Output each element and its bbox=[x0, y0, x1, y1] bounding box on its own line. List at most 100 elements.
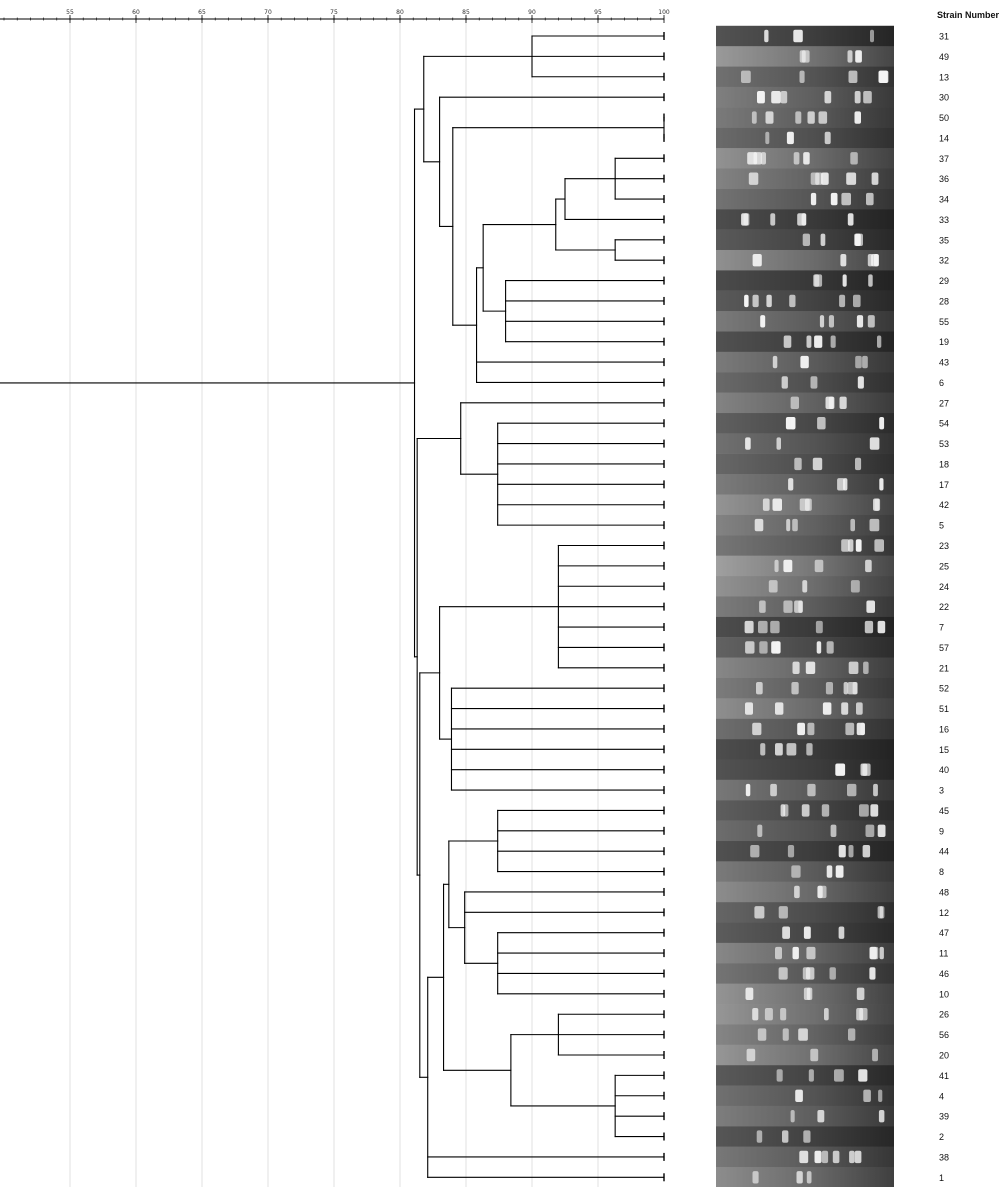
gel-band bbox=[870, 804, 879, 817]
gel-band bbox=[792, 518, 798, 532]
gel-band bbox=[752, 722, 762, 736]
gridlines bbox=[69, 23, 599, 1187]
strain-label: 37 bbox=[939, 154, 949, 164]
gel-band bbox=[772, 498, 782, 511]
gel-lane bbox=[716, 331, 894, 353]
gel-band bbox=[842, 274, 847, 287]
gel-band bbox=[778, 967, 788, 980]
gel-band bbox=[770, 620, 780, 634]
gel-band bbox=[748, 172, 759, 185]
gel-lane bbox=[716, 86, 894, 108]
gel-band bbox=[874, 498, 881, 511]
axis-tick-label: 75 bbox=[330, 9, 338, 16]
gel-band bbox=[741, 70, 751, 83]
gel-band bbox=[795, 111, 802, 124]
gel-band bbox=[869, 437, 880, 450]
strain-label: 48 bbox=[939, 887, 949, 897]
gel-band bbox=[821, 804, 830, 817]
gel-band bbox=[840, 253, 847, 267]
strain-label: 28 bbox=[939, 296, 949, 306]
gel-band bbox=[819, 315, 825, 328]
gel-lane bbox=[716, 942, 894, 964]
gel-band bbox=[864, 620, 874, 634]
gel-lane bbox=[716, 861, 894, 883]
gel-band bbox=[796, 1171, 803, 1184]
strain-label: 22 bbox=[939, 602, 949, 612]
gel-band bbox=[824, 90, 832, 104]
gel-band bbox=[780, 804, 786, 817]
gel-lane bbox=[716, 1146, 894, 1168]
gel-band bbox=[878, 1089, 883, 1102]
strain-label: 19 bbox=[939, 337, 949, 347]
gel-band bbox=[879, 906, 885, 919]
gel-band bbox=[879, 478, 884, 491]
strain-label: 46 bbox=[939, 969, 949, 979]
gel-lane bbox=[716, 107, 894, 129]
gel-band bbox=[870, 29, 874, 43]
gel-band bbox=[801, 804, 810, 817]
gel-band bbox=[753, 152, 762, 165]
gel-lane bbox=[716, 881, 894, 903]
gel-band bbox=[835, 763, 846, 776]
gel-band bbox=[871, 172, 879, 185]
gel-band bbox=[802, 580, 808, 593]
gel-band bbox=[803, 987, 811, 1001]
strain-number-header: Strain Number bbox=[937, 10, 1000, 20]
gel-band bbox=[806, 967, 815, 980]
gel-band bbox=[820, 233, 826, 246]
strain-label: 32 bbox=[939, 256, 949, 266]
gel-band bbox=[850, 580, 860, 593]
gel-band bbox=[789, 294, 796, 308]
strain-label: 38 bbox=[939, 1152, 949, 1162]
axis-tick-label: 60 bbox=[132, 9, 140, 16]
strain-label: 27 bbox=[939, 398, 949, 408]
gel-band bbox=[750, 845, 760, 858]
strain-label: 43 bbox=[939, 358, 949, 368]
gel-band bbox=[775, 702, 784, 715]
gel-lane bbox=[716, 1044, 894, 1066]
gel-band bbox=[856, 315, 864, 328]
gel-band bbox=[799, 50, 806, 63]
gel-lane bbox=[716, 148, 894, 169]
strain-label: 15 bbox=[939, 745, 949, 755]
gel-band bbox=[775, 743, 783, 756]
gel-band bbox=[848, 661, 859, 674]
strain-label: 34 bbox=[939, 195, 949, 205]
strain-label: 16 bbox=[939, 724, 949, 734]
gel-band bbox=[791, 865, 801, 878]
strain-label: 31 bbox=[939, 32, 949, 42]
strain-label: 47 bbox=[939, 928, 949, 938]
gel-band bbox=[797, 722, 805, 736]
gel-band bbox=[856, 702, 863, 715]
gel-band bbox=[756, 1130, 763, 1143]
gel-band bbox=[775, 946, 782, 960]
gel-lane bbox=[716, 1065, 894, 1086]
strain-label: 26 bbox=[939, 1010, 949, 1020]
gel-band bbox=[810, 1048, 819, 1062]
gel-lane bbox=[716, 576, 894, 597]
strain-label: 20 bbox=[939, 1051, 949, 1061]
gel-band bbox=[752, 294, 759, 308]
gel-band bbox=[756, 681, 763, 695]
gel-band bbox=[757, 824, 763, 838]
gel-band bbox=[843, 681, 849, 695]
strain-label: 33 bbox=[939, 215, 949, 225]
gel-band bbox=[817, 885, 827, 899]
axis-tick-label: 95 bbox=[594, 9, 602, 16]
gel-band bbox=[783, 600, 793, 613]
gel-band bbox=[791, 681, 799, 695]
gel-band bbox=[760, 152, 766, 165]
gel-band bbox=[786, 131, 794, 145]
gel-band bbox=[838, 845, 846, 858]
strain-label: 40 bbox=[939, 765, 949, 775]
gel-band bbox=[830, 192, 838, 206]
gel-band bbox=[801, 213, 807, 226]
gel-lane bbox=[716, 209, 894, 231]
gel-band bbox=[803, 926, 811, 939]
gel-lane bbox=[716, 718, 894, 740]
gel-band bbox=[856, 987, 865, 1001]
gel-lane bbox=[716, 351, 894, 373]
gel-band bbox=[846, 172, 857, 185]
strain-label: 57 bbox=[939, 643, 949, 653]
gel-band bbox=[790, 417, 796, 430]
